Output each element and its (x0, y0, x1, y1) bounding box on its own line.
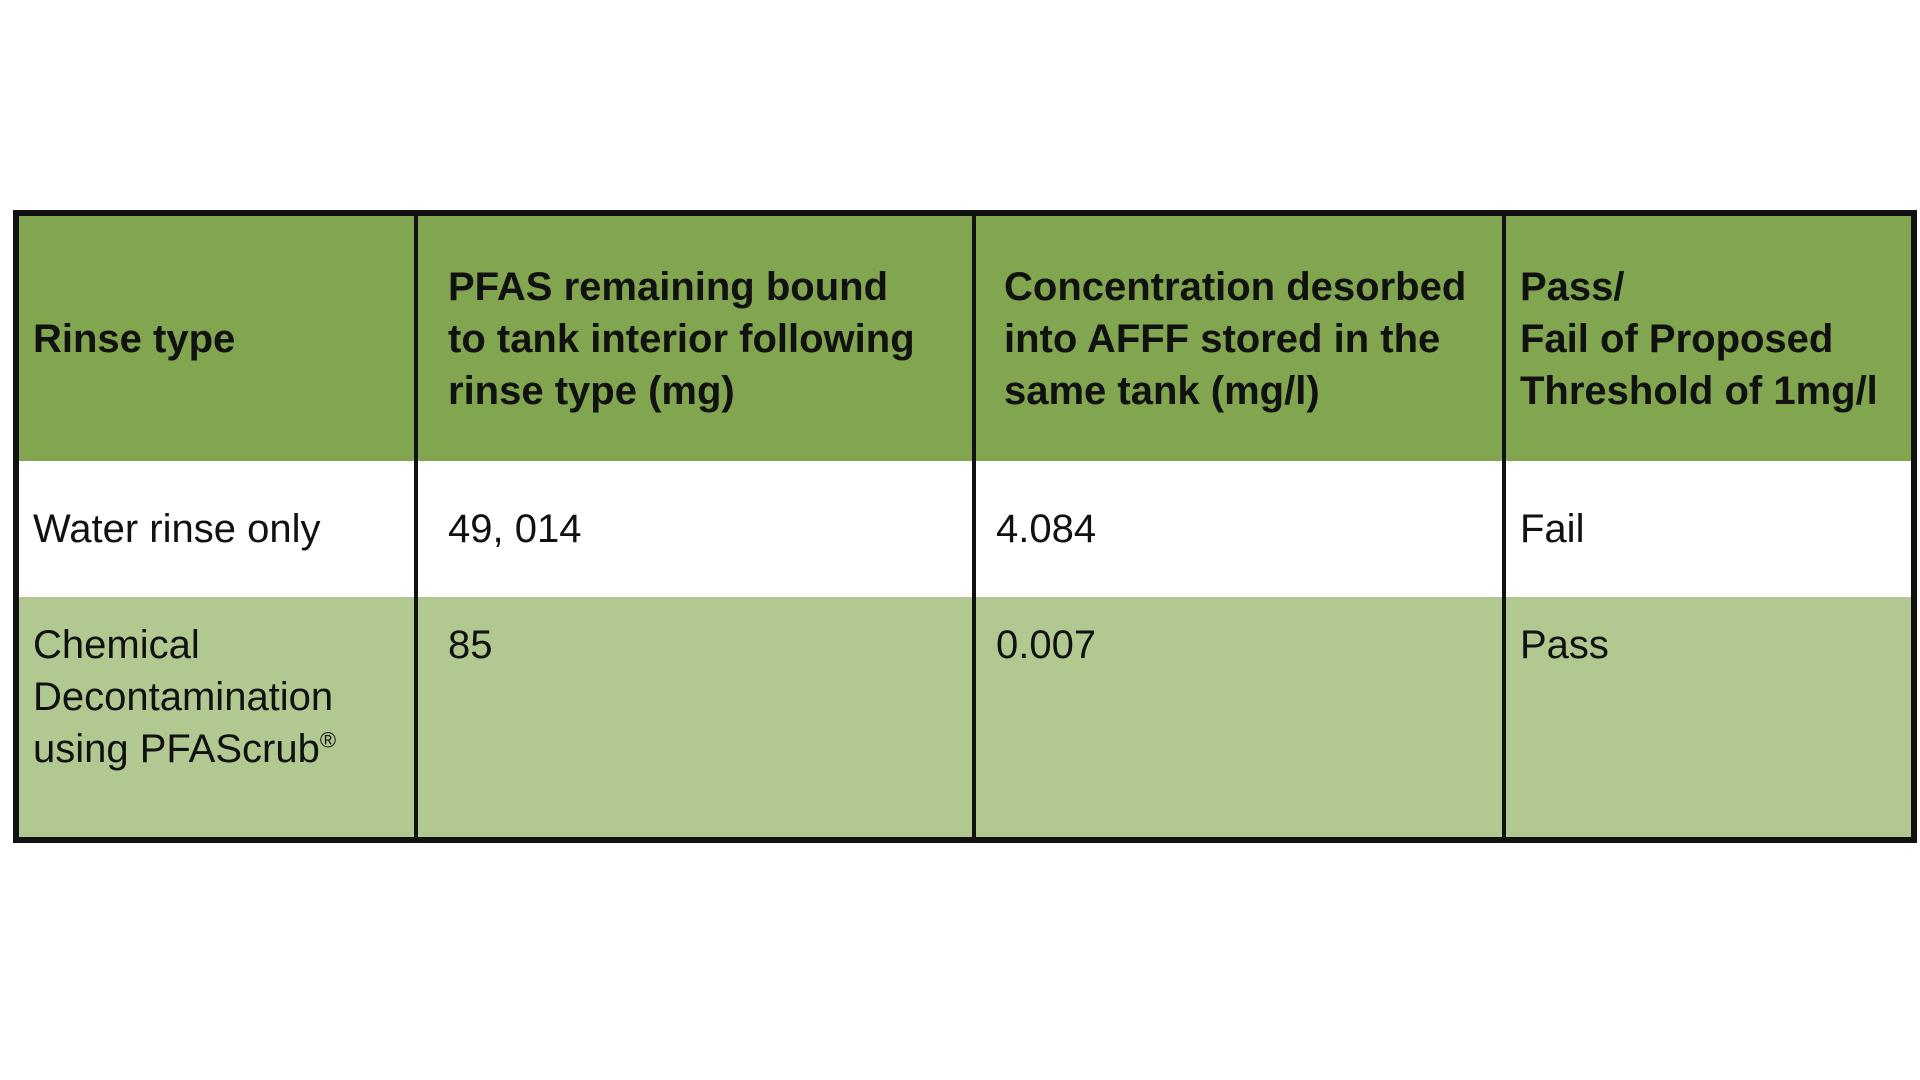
cell-concentration: 0.007 (972, 597, 1506, 837)
table-row: Chemical Decontamination using PFAScrub®… (19, 597, 1911, 837)
result-value: Pass (1520, 623, 1609, 667)
header-concentration: Concentration desorbed into AFFF stored … (972, 216, 1506, 461)
concentration-value: 0.007 (996, 623, 1097, 667)
cell-result: Pass (1502, 597, 1911, 837)
cell-concentration: 4.084 (972, 461, 1506, 597)
registered-mark: ® (319, 727, 337, 753)
header-pass-fail-label: Pass/ Fail of Proposed Threshold of 1mg/… (1520, 264, 1878, 413)
cell-pfas-remaining: 49, 014 (414, 461, 976, 597)
header-rinse-type: Rinse type (19, 216, 418, 461)
header-pfas-remaining-label: PFAS remaining bound to tank interior fo… (448, 264, 915, 413)
results-table: Rinse type PFAS remaining bound to tank … (19, 216, 1911, 837)
header-pfas-remaining: PFAS remaining bound to tank interior fo… (414, 216, 976, 461)
header-pass-fail: Pass/ Fail of Proposed Threshold of 1mg/… (1502, 216, 1911, 461)
cell-rinse-type: Chemical Decontamination using PFAScrub® (19, 597, 418, 837)
result-value: Fail (1520, 507, 1585, 551)
header-concentration-label: Concentration desorbed into AFFF stored … (1004, 264, 1467, 413)
results-table-container: Rinse type PFAS remaining bound to tank … (13, 210, 1917, 843)
rinse-type-cell-text: Chemical Decontamination using PFAScrub® (19, 619, 414, 775)
concentration-value: 4.084 (996, 507, 1097, 551)
cell-pfas-remaining: 85 (414, 597, 976, 837)
pfas-remaining-value: 49, 014 (448, 507, 582, 551)
header-rinse-type-label: Rinse type (33, 316, 236, 361)
rinse-type-value: Water rinse only (33, 507, 321, 551)
rinse-type-value: Chemical Decontamination using PFAScrub (33, 623, 334, 771)
cell-rinse-type: Water rinse only (19, 461, 418, 597)
cell-result: Fail (1502, 461, 1911, 597)
table-row: Water rinse only 49, 014 4.084 Fail (19, 461, 1911, 597)
table-header-row: Rinse type PFAS remaining bound to tank … (19, 216, 1911, 461)
pfas-remaining-value: 85 (448, 623, 493, 667)
